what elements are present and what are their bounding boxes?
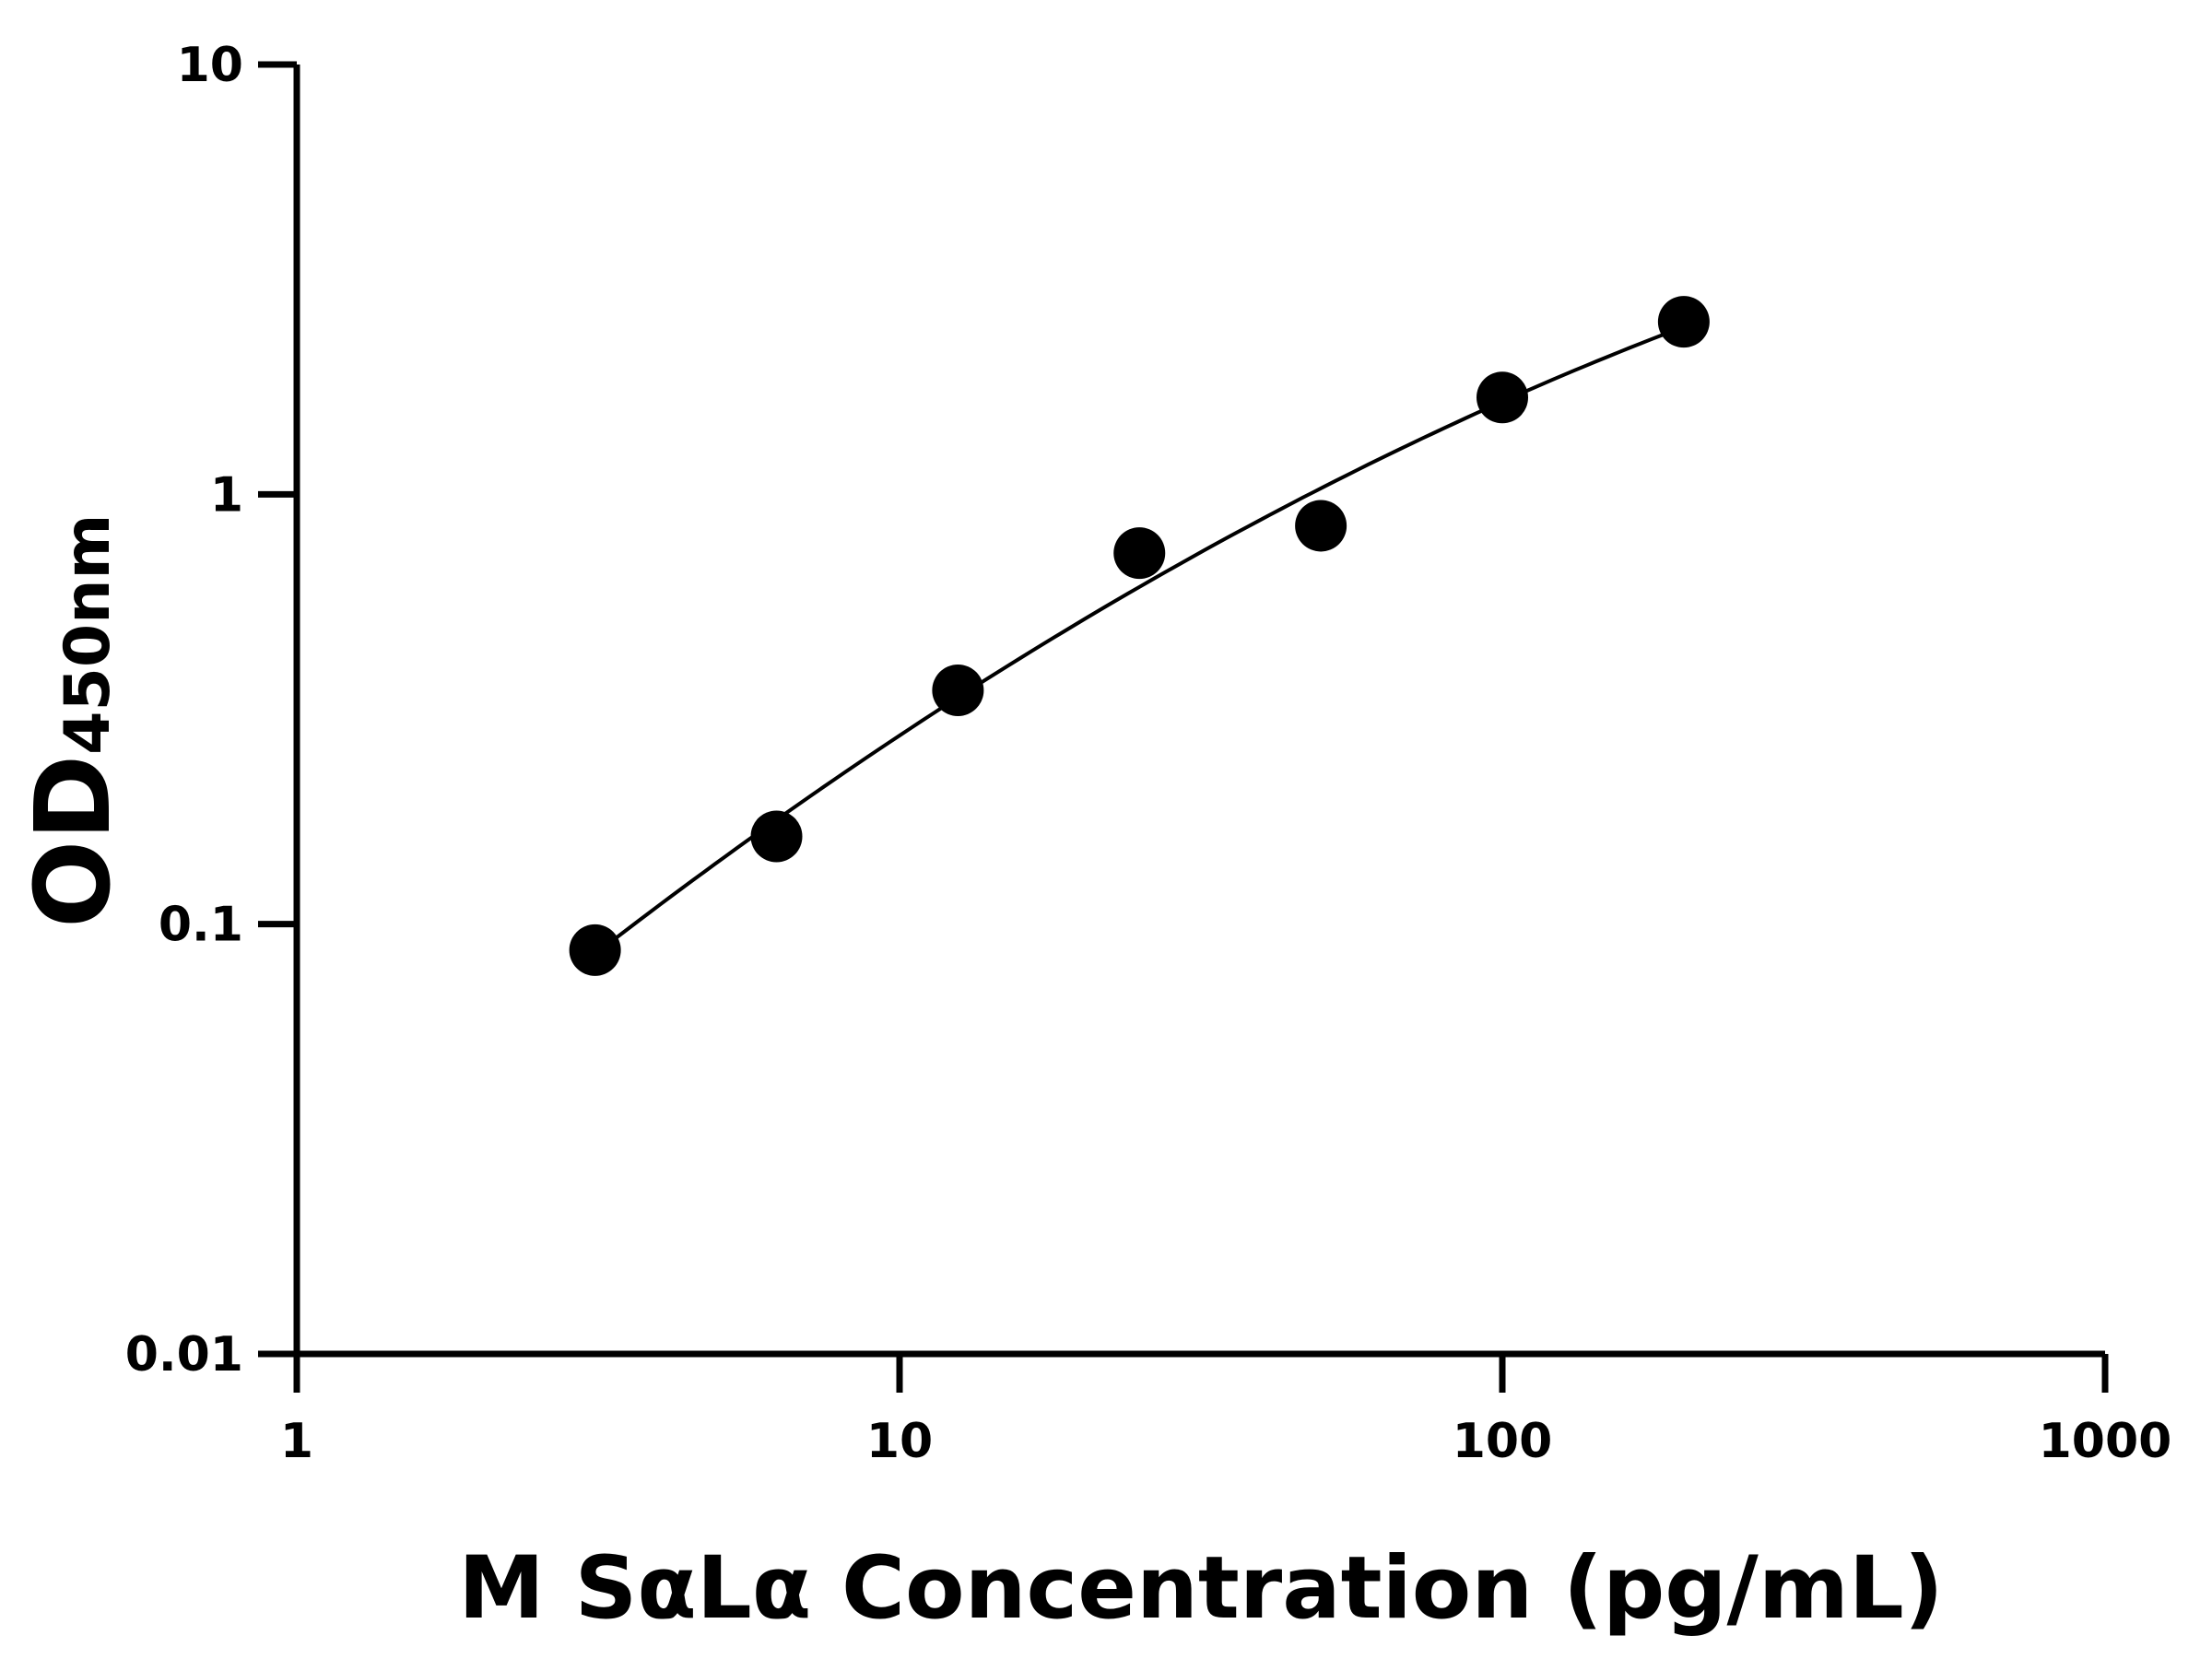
x-tick-label: 10 — [866, 1414, 933, 1469]
y-axis-title: OD450nm — [14, 514, 134, 928]
y-tick-label: 1 — [210, 467, 243, 523]
y-tick-label: 10 — [177, 38, 243, 93]
data-points — [569, 296, 1710, 976]
y-axis-title-main: OD — [14, 755, 134, 928]
y-tick-label: 0.01 — [125, 1327, 243, 1382]
x-axis-title: M SαLα Concentration (pg/mL) — [458, 1538, 1943, 1639]
data-point — [1477, 371, 1528, 424]
x-tick-label: 100 — [1453, 1414, 1553, 1469]
data-point — [750, 810, 803, 863]
fit-curve — [594, 324, 1685, 956]
y-axis-title-subscript: 450nm — [52, 514, 124, 755]
data-point — [1113, 527, 1166, 580]
data-point — [569, 924, 621, 976]
data-point — [1657, 296, 1710, 348]
data-point — [1295, 500, 1347, 552]
data-point — [932, 664, 984, 716]
x-tick-label: 1000 — [2039, 1414, 2172, 1469]
axes: 0.01 0.1 1 10 1 10 100 1000 — [125, 38, 2172, 1469]
x-tick-label: 1 — [280, 1414, 313, 1469]
y-tick-label: 0.1 — [159, 898, 243, 953]
